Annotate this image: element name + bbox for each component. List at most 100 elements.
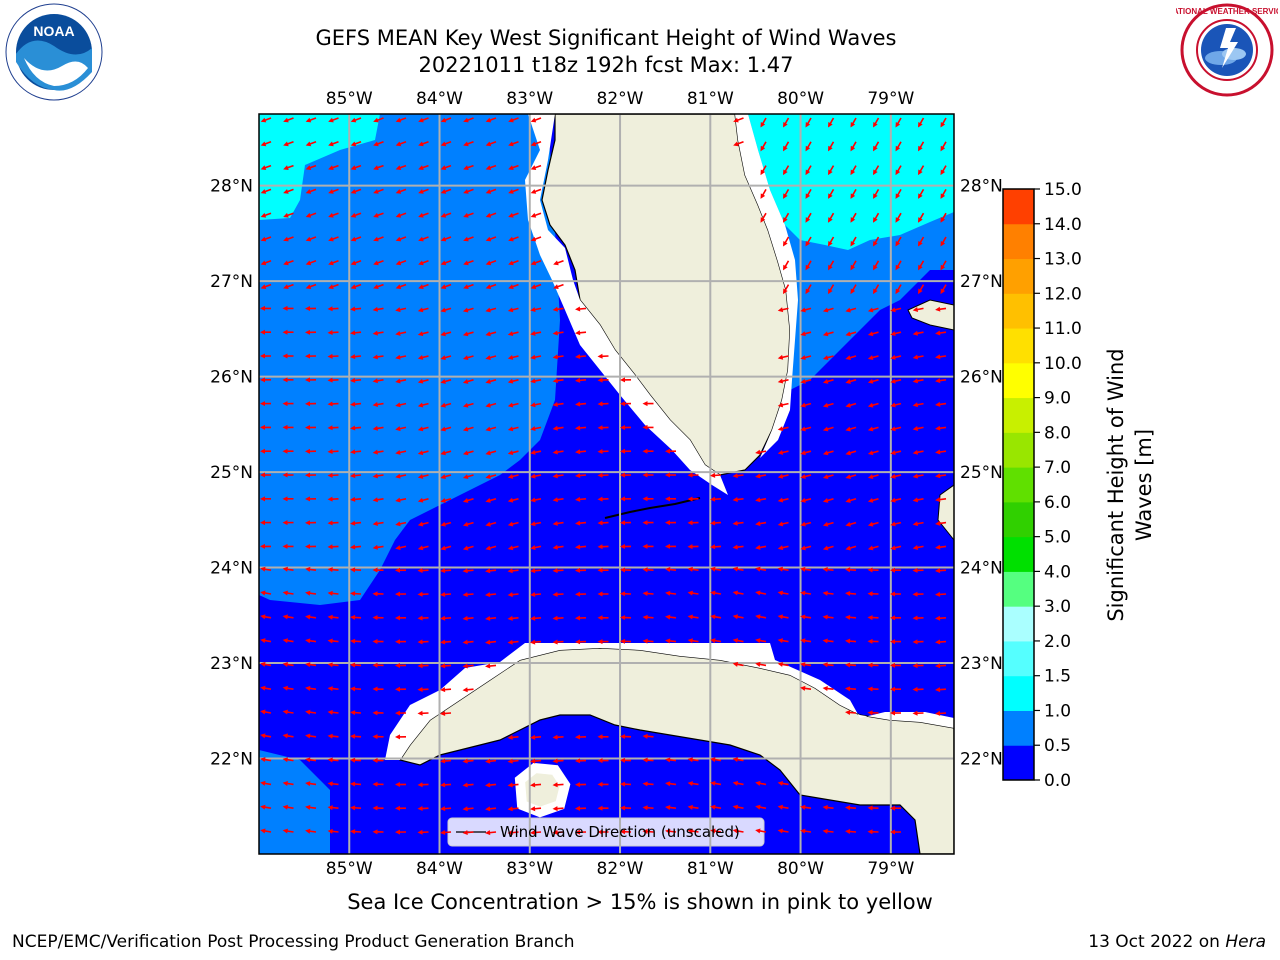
wave-direction-arrow	[328, 283, 339, 290]
wave-direction-arrow	[665, 805, 677, 811]
wave-direction-arrow	[395, 378, 407, 384]
wave-direction-arrow	[575, 544, 587, 550]
wave-direction-arrow	[328, 164, 339, 171]
wave-direction-arrow	[935, 306, 947, 312]
wave-direction-arrow	[305, 781, 317, 787]
wave-direction-arrow	[260, 709, 272, 715]
wave-direction-arrow	[732, 590, 744, 596]
wave-direction-arrow	[282, 566, 294, 572]
wave-direction-arrow	[350, 236, 362, 242]
wave-direction-arrow	[485, 188, 497, 194]
wave-direction-arrow	[327, 306, 339, 312]
wave-direction-arrow	[508, 212, 519, 218]
wave-direction-arrow	[575, 805, 587, 811]
wave-direction-arrow	[552, 758, 564, 764]
wave-direction-arrow	[620, 615, 632, 621]
wave-direction-arrow	[530, 188, 542, 194]
wave-direction-arrow	[710, 804, 722, 810]
wave-direction-arrow	[485, 331, 497, 337]
wave-direction-arrow	[260, 164, 272, 171]
lon-tick-label-top: 81°W	[687, 89, 734, 109]
wave-direction-arrow	[850, 188, 857, 199]
wave-direction-arrow	[597, 805, 609, 811]
wave-direction-arrow	[552, 544, 564, 550]
wave-direction-arrow	[440, 521, 452, 527]
wave-direction-arrow	[305, 306, 317, 312]
wave-direction-arrow	[777, 590, 789, 596]
colorbar-segment	[1003, 536, 1034, 572]
wave-direction-arrow	[395, 497, 407, 503]
wave-direction-arrow	[890, 639, 902, 645]
lon-tick-label-top: 82°W	[597, 89, 644, 109]
wave-direction-arrow	[895, 236, 902, 247]
wave-direction-arrow	[462, 830, 474, 836]
wave-direction-arrow	[552, 734, 564, 740]
wave-direction-arrow	[395, 567, 407, 573]
wave-direction-arrow	[530, 568, 542, 574]
wave-direction-arrow	[918, 165, 925, 176]
wave-direction-arrow	[350, 212, 362, 218]
wave-direction-arrow	[260, 377, 272, 383]
wave-direction-arrow	[940, 117, 947, 128]
lat-tick-label-right: 24°N	[960, 559, 1003, 579]
wave-direction-arrow	[395, 212, 407, 218]
wave-direction-arrow	[260, 590, 272, 596]
wave-direction-arrow	[620, 591, 632, 597]
wave-direction-arrow	[890, 473, 902, 479]
wave-direction-arrow	[327, 733, 339, 739]
wave-direction-arrow	[440, 141, 452, 147]
wave-direction-arrow	[305, 709, 317, 715]
wave-direction-arrow	[417, 355, 429, 360]
wave-direction-arrow	[485, 117, 497, 123]
wave-direction-arrow	[597, 567, 609, 573]
wave-direction-arrow	[440, 545, 452, 551]
wave-direction-arrow	[440, 591, 452, 597]
wave-direction-arrow	[552, 520, 564, 526]
wave-direction-arrow	[935, 401, 947, 407]
wave-direction-arrow	[305, 496, 317, 502]
wave-direction-arrow	[777, 545, 789, 551]
wave-direction-arrow	[642, 472, 654, 478]
wave-direction-arrow	[417, 686, 429, 692]
wave-direction-arrow	[912, 567, 924, 573]
colorbar-tick-label: 10.0	[1044, 354, 1082, 374]
wave-direction-arrow	[755, 590, 767, 596]
wave-direction-arrow	[260, 260, 272, 266]
wave-direction-arrow	[328, 117, 339, 123]
wave-direction-arrow	[395, 829, 407, 835]
colorbar-segment	[1003, 467, 1034, 503]
wave-direction-arrow	[395, 330, 407, 336]
wave-direction-arrow	[372, 591, 384, 597]
lat-tick-label-right: 27°N	[960, 272, 1003, 292]
wave-direction-arrow	[890, 805, 902, 811]
wave-direction-arrow	[845, 307, 857, 313]
colorbar-tick-label: 7.0	[1044, 458, 1071, 478]
wave-direction-arrow	[760, 141, 767, 152]
wave-direction-arrow	[918, 141, 925, 152]
wave-direction-arrow	[395, 141, 407, 147]
wave-direction-arrow	[620, 638, 632, 644]
wave-direction-arrow	[665, 520, 677, 526]
wave-direction-arrow	[642, 805, 654, 811]
wave-direction-arrow	[867, 615, 879, 621]
wave-direction-arrow	[462, 806, 474, 812]
wave-direction-arrow	[777, 521, 789, 527]
wave-direction-arrow	[260, 828, 272, 834]
wave-direction-arrow	[800, 685, 812, 691]
wave-direction-arrow	[890, 354, 902, 360]
wave-direction-arrow	[440, 402, 452, 408]
wave-direction-arrow	[327, 330, 339, 336]
wave-direction-arrow	[440, 497, 452, 503]
footer-credit: NCEP/EMC/Verification Post Processing Pr…	[12, 932, 575, 952]
wave-direction-arrow	[530, 615, 542, 621]
wave-direction-arrow	[755, 828, 767, 834]
wave-direction-arrow	[800, 614, 812, 620]
wave-direction-arrow	[418, 164, 429, 171]
wave-direction-arrow	[918, 260, 925, 271]
wave-direction-arrow	[800, 590, 812, 596]
wave-direction-arrow	[935, 354, 947, 360]
wave-direction-arrow	[665, 590, 677, 596]
wave-direction-arrow	[282, 329, 294, 335]
wave-direction-arrow	[687, 590, 699, 596]
